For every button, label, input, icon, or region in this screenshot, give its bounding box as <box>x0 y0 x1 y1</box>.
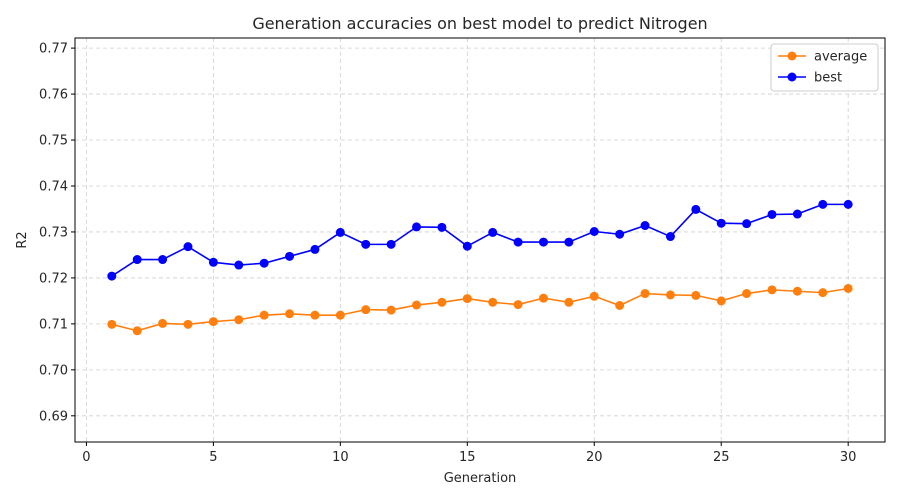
x-tick-label: 5 <box>209 450 217 465</box>
series-average <box>107 283 853 336</box>
data-point-best <box>691 204 701 214</box>
y-tick-label: 0.69 <box>39 409 68 424</box>
data-point-average <box>132 326 142 336</box>
data-point-best <box>412 222 422 232</box>
y-axis-title: R2 <box>15 231 30 248</box>
data-point-average <box>691 290 701 300</box>
data-point-average <box>259 310 269 320</box>
data-point-best <box>640 221 650 231</box>
legend: average best <box>770 43 879 92</box>
data-point-best <box>386 239 396 249</box>
legend-marker-average <box>787 51 797 61</box>
data-point-average <box>437 297 447 307</box>
data-point-average <box>564 297 574 307</box>
data-point-average <box>335 310 345 320</box>
data-point-average <box>589 291 599 301</box>
data-point-average <box>538 293 548 303</box>
data-point-best <box>792 209 802 219</box>
data-point-best <box>335 227 345 237</box>
data-point-average <box>158 318 168 328</box>
data-point-average <box>742 289 752 299</box>
data-point-average <box>716 296 726 306</box>
x-axis-title: Generation <box>444 471 517 486</box>
data-point-best <box>742 219 752 229</box>
data-point-best <box>589 226 599 236</box>
data-point-best <box>183 242 193 252</box>
x-tick-label: 20 <box>586 450 603 465</box>
data-point-average <box>107 319 117 329</box>
data-point-best <box>361 239 371 249</box>
data-point-average <box>767 285 777 295</box>
data-point-best <box>234 260 244 270</box>
data-point-average <box>183 319 193 329</box>
data-point-best <box>818 199 828 209</box>
y-tick-label: 0.70 <box>39 363 68 378</box>
data-point-best <box>285 251 295 261</box>
data-point-best <box>158 255 168 265</box>
plot-area-frame <box>74 37 886 443</box>
data-point-average <box>412 300 422 310</box>
data-point-best <box>615 229 625 239</box>
series-best <box>107 199 853 281</box>
legend-label-best: best <box>814 71 842 86</box>
data-point-average <box>615 300 625 310</box>
x-axis: 0 5 10 15 20 25 30 <box>82 442 856 465</box>
data-point-best <box>665 232 675 242</box>
data-point-best <box>208 257 218 267</box>
data-point-average <box>843 283 853 293</box>
data-point-best <box>437 222 447 232</box>
y-tick-label: 0.72 <box>39 271 68 286</box>
y-tick-label: 0.77 <box>39 42 68 57</box>
data-point-best <box>107 271 117 281</box>
x-tick-label: 0 <box>82 450 90 465</box>
x-tick-label: 30 <box>840 450 857 465</box>
data-point-best <box>259 258 269 268</box>
y-tick-label: 0.71 <box>39 317 68 332</box>
data-point-best <box>716 218 726 228</box>
y-axis: 0.69 0.70 0.71 0.72 0.73 0.74 0.75 0.76 0.77 <box>39 42 75 424</box>
data-point-best <box>310 244 320 254</box>
data-point-average <box>285 309 295 319</box>
x-tick-label: 25 <box>713 450 730 465</box>
data-point-average <box>640 289 650 299</box>
data-point-best <box>462 241 472 251</box>
data-point-average <box>665 290 675 300</box>
data-point-best <box>564 237 574 247</box>
data-point-best <box>538 237 548 247</box>
data-point-best <box>132 255 142 265</box>
chart-title: Generation accuracies on best model to p… <box>252 14 707 33</box>
x-tick-label: 15 <box>459 450 476 465</box>
data-point-average <box>792 286 802 296</box>
series-group <box>107 199 853 336</box>
data-point-average <box>513 300 523 310</box>
x-tick-label: 10 <box>332 450 349 465</box>
y-tick-label: 0.74 <box>39 179 68 194</box>
grid <box>75 38 885 442</box>
legend-label-average: average <box>814 50 867 65</box>
y-tick-label: 0.75 <box>39 134 68 149</box>
y-tick-label: 0.76 <box>39 88 68 103</box>
data-point-best <box>488 227 498 237</box>
data-point-average <box>208 317 218 327</box>
data-point-average <box>488 297 498 307</box>
data-point-average <box>462 294 472 304</box>
data-point-average <box>386 305 396 315</box>
data-point-average <box>818 288 828 298</box>
data-point-best <box>513 237 523 247</box>
data-point-average <box>310 310 320 320</box>
data-point-average <box>234 315 244 325</box>
data-point-average <box>361 305 371 315</box>
legend-marker-best <box>787 72 797 82</box>
y-tick-label: 0.73 <box>39 225 68 240</box>
data-point-best <box>767 209 777 219</box>
data-point-best <box>843 199 853 209</box>
